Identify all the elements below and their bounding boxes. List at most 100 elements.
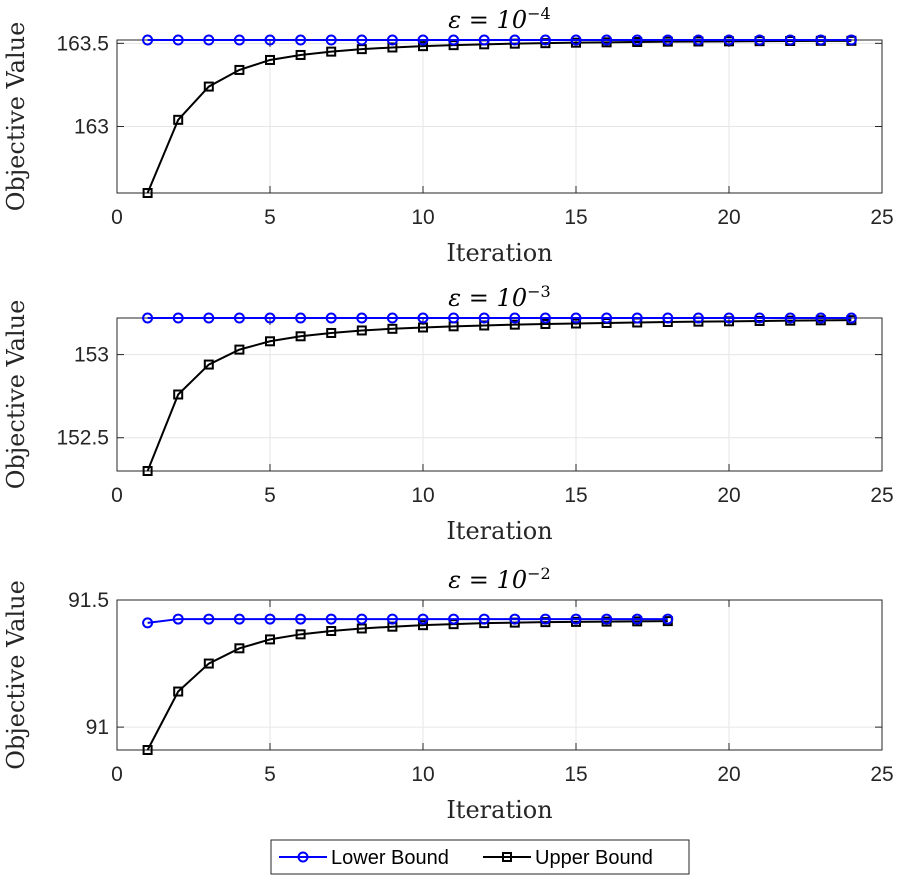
lower-bound-point — [509, 312, 521, 324]
lower-bound-point — [448, 34, 460, 46]
series-lower-bound — [142, 613, 674, 629]
x-tick-label: 10 — [411, 763, 434, 786]
x-axis-label: Iteration — [446, 239, 552, 267]
lower-bound-point — [203, 613, 215, 625]
lower-bound-point — [815, 312, 827, 324]
lower-bound-point — [601, 34, 613, 46]
y-tick-label: 163.5 — [56, 32, 109, 55]
upper-bound-point — [387, 323, 398, 334]
x-tick-label: 25 — [870, 763, 893, 786]
lower-bound-point — [570, 34, 582, 46]
lower-bound-point — [784, 312, 796, 324]
lower-bound-point — [325, 613, 337, 625]
lower-bound-point — [172, 312, 184, 324]
subplot-1: 0 5 10 15 20 25 163 163.5 ε = 10−4 Iteration Objec… — [2, 4, 894, 268]
subplot-3: 0 5 10 15 20 25 91 91.5 ε = 10−2 Iteration Objecti… — [2, 564, 894, 825]
legend-label: Upper Bound — [535, 847, 653, 869]
y-tick-label: 153 — [74, 344, 109, 367]
lower-bound-point — [417, 613, 429, 625]
upper-bound-point — [265, 634, 275, 645]
lower-bound-point — [233, 613, 245, 625]
lower-bound-point — [172, 613, 184, 625]
upper-bound-point — [326, 327, 337, 338]
lower-bound-point — [417, 312, 429, 324]
lower-bound-point — [631, 312, 643, 324]
upper-bound-point — [448, 40, 459, 51]
y-axis-label: Objective Value — [2, 22, 30, 212]
lower-bound-point — [754, 312, 766, 324]
lower-bound-point — [784, 34, 796, 46]
lower-bound-point — [356, 34, 368, 46]
lower-bound-point — [448, 613, 460, 625]
lower-bound-point — [478, 34, 490, 46]
title-exponent: −3 — [527, 282, 551, 301]
y-tick-label: 163 — [74, 115, 109, 138]
lower-bound-point — [601, 613, 613, 625]
axes-box — [116, 599, 883, 751]
legend-square-marker — [502, 852, 512, 862]
axes-box — [116, 39, 883, 194]
lower-bound-point — [478, 312, 490, 324]
lower-bound-point — [662, 34, 674, 46]
lower-bound-point — [539, 613, 551, 625]
lower-bound-point — [417, 34, 429, 46]
upper-bound-point — [326, 626, 337, 637]
lower-bound-point — [845, 312, 857, 324]
lower-bound-point — [570, 613, 582, 625]
upper-bound-point — [173, 686, 184, 697]
subplot-title: ε = 10−4 — [448, 4, 550, 35]
lower-bound-point — [356, 613, 368, 625]
x-tick-label: 25 — [870, 206, 893, 229]
axes-box — [116, 317, 883, 472]
x-tick-label: 15 — [564, 484, 587, 507]
upper-bound-point — [571, 318, 581, 329]
upper-bound-point — [479, 320, 490, 331]
lower-bound-point — [509, 613, 521, 625]
lower-bound-point — [386, 34, 398, 46]
lower-bound-point — [662, 613, 674, 625]
x-tick-label: 10 — [411, 206, 434, 229]
lower-bound-point — [172, 34, 184, 46]
lower-bound-point — [723, 312, 735, 324]
lower-bound-point — [386, 312, 398, 324]
lower-bound-point — [723, 34, 735, 46]
lower-bound-point — [539, 312, 551, 324]
lower-bound-point — [264, 34, 276, 46]
lower-bound-point — [631, 613, 643, 625]
x-tick-label: 15 — [564, 763, 587, 786]
x-tick-label: 5 — [264, 763, 276, 786]
series-upper-bound — [142, 35, 857, 198]
series-upper-bound — [142, 315, 857, 476]
y-tick-label: 91 — [86, 716, 109, 739]
upper-bound-point — [142, 188, 153, 198]
upper-bound-point — [142, 745, 153, 755]
x-tick-label: 0 — [111, 206, 123, 229]
lower-bound-point — [815, 34, 827, 46]
lower-bound-point — [325, 34, 337, 46]
lower-bound-point — [295, 312, 307, 324]
lower-bound-point — [754, 34, 766, 46]
lower-bound-point — [386, 613, 398, 625]
upper-bound-point — [203, 658, 214, 669]
lower-bound-point — [264, 613, 276, 625]
lower-bound-point — [203, 34, 215, 46]
legend-label: Lower Bound — [331, 847, 449, 869]
upper-bound-point — [295, 49, 306, 60]
lower-bound-point — [662, 312, 674, 324]
upper-bound-point — [234, 643, 245, 654]
x-axis-label: Iteration — [446, 517, 552, 545]
upper-bound-point — [203, 359, 214, 370]
upper-bound-point — [540, 318, 551, 329]
lower-bound-point — [142, 617, 154, 629]
x-tick-label: 20 — [717, 484, 740, 507]
title-base: ε = 10 — [448, 284, 527, 312]
upper-bound-point — [509, 319, 520, 330]
lower-bound-point — [845, 34, 857, 46]
lower-bound-point — [692, 312, 704, 324]
lower-bound-point — [325, 312, 337, 324]
upper-bound-point — [356, 325, 367, 336]
y-axis-label: Objective Value — [2, 580, 30, 770]
upper-bound-point — [203, 81, 214, 92]
lower-bound-point — [295, 34, 307, 46]
